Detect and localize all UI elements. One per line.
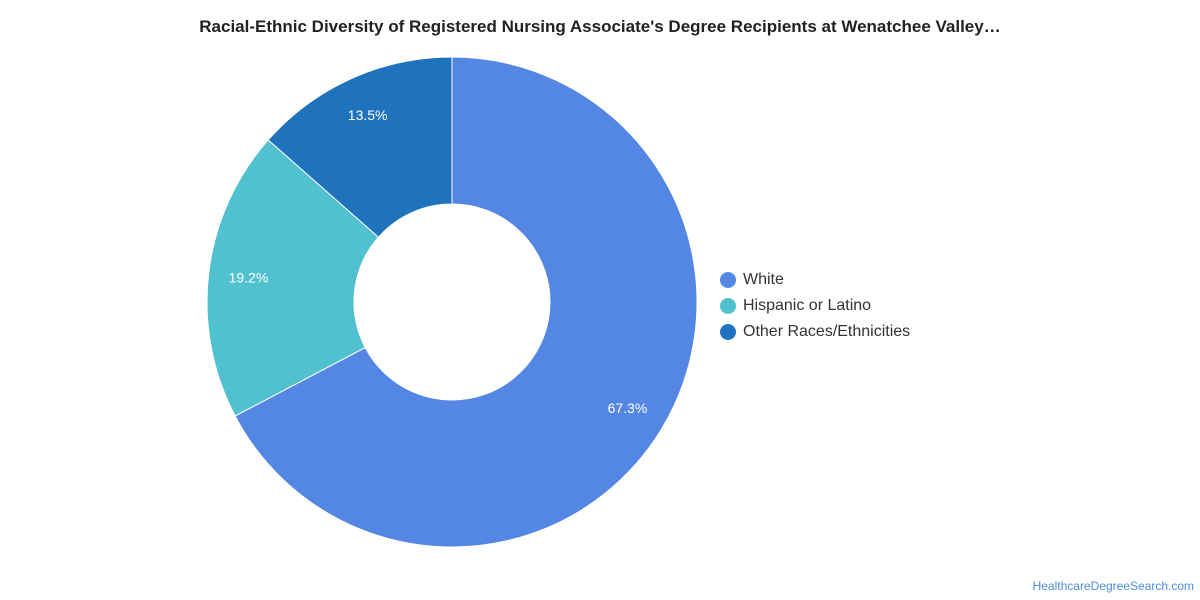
slice-white[interactable] (234, 56, 698, 548)
legend-swatch-hispanic-or-latino (720, 298, 736, 314)
legend: White Hispanic or Latino Other Races/Eth… (720, 267, 910, 345)
legend-swatch-other-races (720, 324, 736, 340)
slice-hispanic-or-latino[interactable] (206, 139, 380, 417)
source-link[interactable]: HealthcareDegreeSearch.com (1032, 579, 1194, 593)
legend-label-hispanic-or-latino: Hispanic or Latino (743, 297, 872, 314)
legend-item-other-races[interactable]: Other Races/Ethnicities (720, 319, 910, 345)
slice-label-other-races-ethnicities: 13.5% (348, 107, 388, 123)
slice-label-hispanic-or-latino: 19.2% (229, 270, 269, 286)
legend-label-white: White (743, 271, 784, 288)
slice-other-races-ethnicities[interactable] (267, 56, 453, 238)
slice-label-white: 67.3% (608, 400, 648, 416)
legend-item-hispanic-or-latino[interactable]: Hispanic or Latino (720, 293, 910, 319)
legend-item-white[interactable]: White (720, 267, 910, 293)
chart-title: Racial-Ethnic Diversity of Registered Nu… (199, 17, 1001, 36)
legend-swatch-white (720, 272, 736, 288)
legend-label-other-races: Other Races/Ethnicities (743, 323, 911, 340)
